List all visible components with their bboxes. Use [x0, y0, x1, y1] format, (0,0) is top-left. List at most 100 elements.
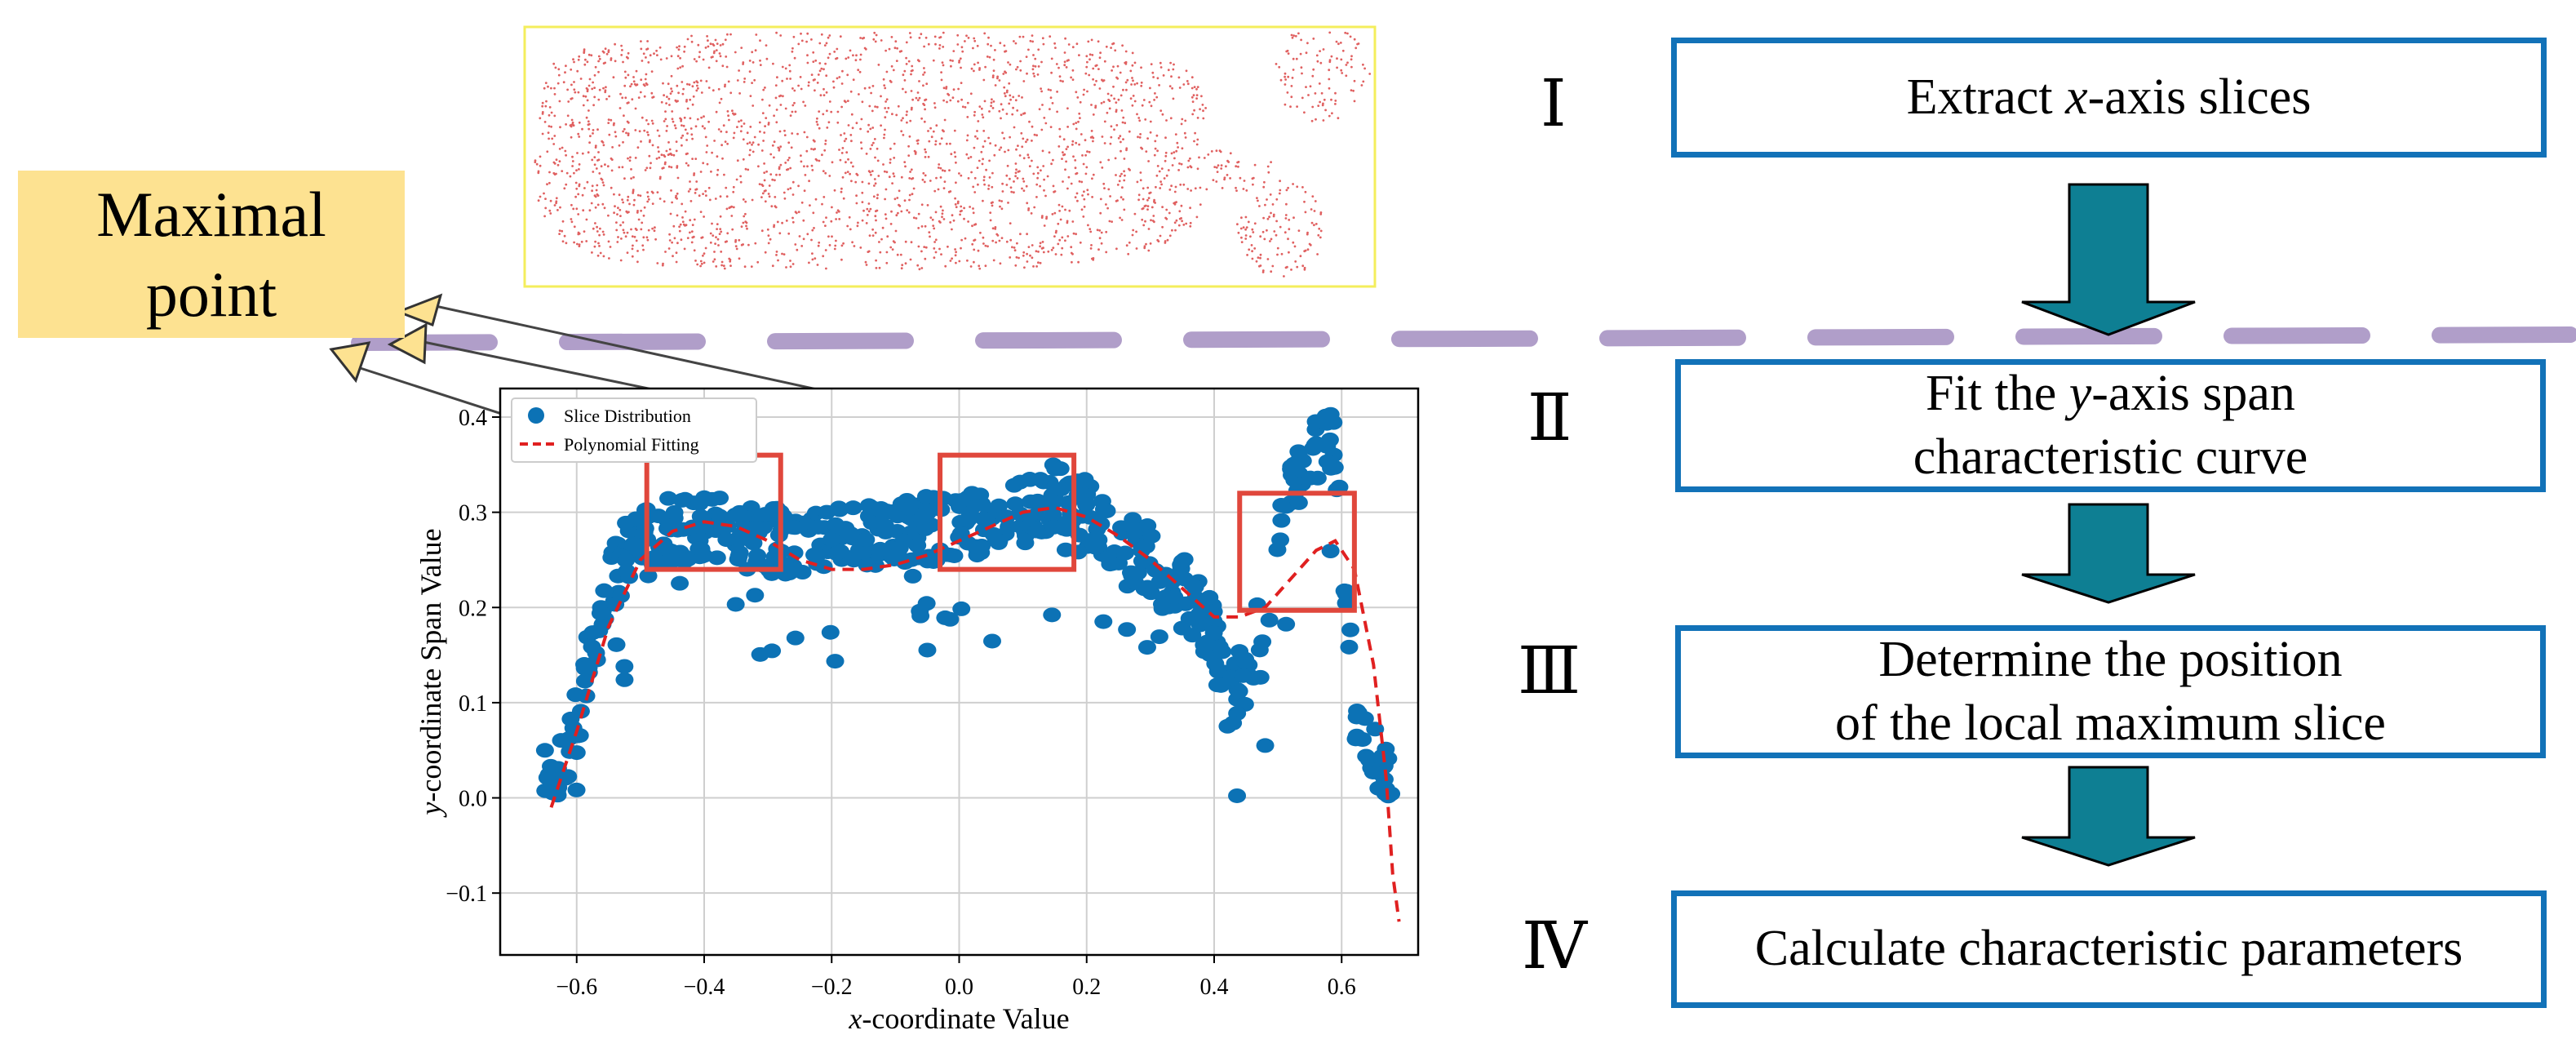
cloud-point	[814, 257, 817, 260]
cloud-point	[558, 233, 561, 235]
cloud-point	[1201, 103, 1204, 106]
cloud-point	[624, 76, 627, 79]
cloud-point	[714, 38, 717, 42]
cloud-point	[1011, 246, 1013, 249]
cloud-point	[1026, 72, 1028, 75]
cloud-point	[544, 198, 547, 201]
cloud-point	[622, 221, 624, 224]
cloud-point	[1026, 153, 1030, 157]
cloud-point	[909, 171, 911, 173]
cloud-point	[876, 193, 879, 197]
cloud-point	[669, 152, 672, 155]
cloud-point	[1031, 125, 1034, 128]
cloud-point	[545, 100, 548, 103]
cloud-point	[1334, 91, 1337, 95]
cloud-point	[779, 94, 783, 97]
cloud-point	[1042, 165, 1045, 167]
cloud-point	[834, 244, 837, 247]
cloud-point	[1286, 91, 1289, 94]
cloud-point	[625, 131, 627, 135]
cloud-point	[635, 239, 638, 242]
cloud-point	[657, 146, 659, 149]
cloud-point	[765, 57, 769, 60]
cloud-point	[940, 78, 943, 82]
cloud-point	[1205, 188, 1208, 191]
cloud-point	[1350, 55, 1353, 58]
cloud-point	[1159, 180, 1162, 184]
x-axis-label: x-coordinate Value	[848, 1002, 1069, 1035]
cloud-point	[1324, 109, 1327, 112]
cloud-point	[539, 117, 542, 120]
cloud-point	[912, 216, 916, 220]
cloud-point	[722, 264, 725, 268]
cloud-point	[630, 82, 633, 86]
scatter-point	[1153, 597, 1172, 612]
cloud-point	[779, 145, 783, 149]
cloud-point	[1328, 78, 1331, 81]
cloud-point	[1303, 266, 1306, 269]
cloud-point	[935, 176, 938, 180]
cloud-point	[604, 163, 606, 167]
cloud-point	[1202, 117, 1205, 120]
cloud-point	[719, 195, 722, 198]
cloud-point	[711, 151, 713, 154]
cloud-point	[951, 96, 955, 100]
cloud-point	[1071, 140, 1075, 143]
cloud-point	[889, 147, 892, 150]
cloud-point	[607, 49, 610, 51]
cloud-point	[595, 167, 598, 170]
cloud-point	[956, 43, 960, 46]
cloud-point	[800, 87, 803, 91]
cloud-point	[1120, 172, 1123, 175]
cloud-point	[1120, 94, 1123, 97]
cloud-point	[839, 158, 842, 162]
cloud-point	[1284, 214, 1288, 216]
cloud-point	[1057, 203, 1061, 206]
cloud-point	[1099, 161, 1102, 164]
scatter-point	[1031, 472, 1050, 487]
cloud-point	[846, 100, 849, 102]
cloud-point	[673, 124, 676, 127]
cloud-point	[892, 69, 895, 72]
cloud-point	[704, 189, 707, 193]
cloud-point	[767, 242, 770, 245]
cloud-point	[1207, 153, 1210, 156]
cloud-point	[743, 81, 746, 83]
cloud-point	[1264, 203, 1266, 206]
cloud-point	[1169, 117, 1173, 120]
cloud-point	[747, 168, 750, 171]
cloud-point	[1003, 86, 1006, 89]
scatter-point	[1118, 622, 1137, 637]
cloud-point	[792, 35, 796, 38]
cloud-point	[768, 195, 771, 198]
cloud-point	[1316, 253, 1319, 255]
cloud-point	[891, 248, 894, 251]
cloud-point	[642, 236, 645, 239]
scatter-point	[1016, 535, 1035, 551]
cloud-point	[1164, 216, 1167, 220]
cloud-point	[1278, 65, 1281, 69]
cloud-point	[886, 235, 889, 238]
cloud-point	[982, 236, 985, 239]
scatter-point	[624, 536, 643, 552]
scatter-point	[1272, 513, 1291, 528]
cloud-point	[622, 229, 625, 232]
cloud-point	[667, 82, 670, 86]
cloud-point	[573, 60, 575, 64]
cloud-point	[941, 169, 944, 172]
cloud-point	[1126, 78, 1129, 82]
cloud-point	[847, 158, 849, 161]
cloud-point	[1189, 157, 1191, 160]
cloud-point	[705, 194, 707, 198]
cloud-point	[698, 56, 701, 59]
cloud-point	[797, 84, 800, 87]
cloud-point	[570, 135, 573, 139]
cloud-point	[1215, 149, 1218, 153]
cloud-point	[1196, 117, 1199, 119]
cloud-point	[680, 238, 683, 242]
cloud-point	[720, 130, 723, 133]
cloud-point	[594, 206, 597, 209]
cloud-point	[1174, 133, 1177, 136]
cloud-point	[805, 149, 809, 153]
cloud-point	[1014, 171, 1018, 175]
